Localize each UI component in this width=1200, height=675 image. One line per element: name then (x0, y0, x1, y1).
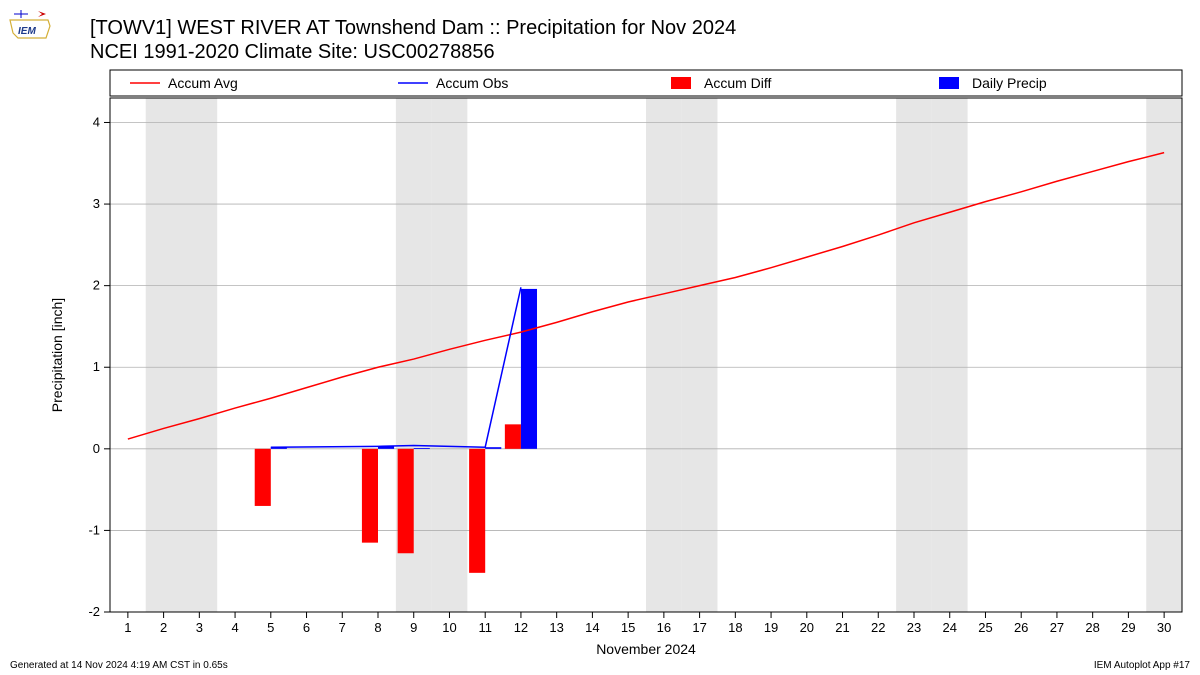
svg-text:3: 3 (196, 620, 203, 635)
svg-text:14: 14 (585, 620, 599, 635)
svg-text:30: 30 (1157, 620, 1171, 635)
svg-text:28: 28 (1085, 620, 1099, 635)
svg-text:Accum Diff: Accum Diff (704, 75, 772, 91)
svg-text:6: 6 (303, 620, 310, 635)
svg-text:4: 4 (231, 620, 238, 635)
svg-text:29: 29 (1121, 620, 1135, 635)
svg-text:10: 10 (442, 620, 456, 635)
svg-text:25: 25 (978, 620, 992, 635)
svg-text:21: 21 (835, 620, 849, 635)
svg-text:8: 8 (374, 620, 381, 635)
svg-text:November 2024: November 2024 (596, 641, 696, 657)
footer-app: IEM Autoplot App #17 (1094, 660, 1190, 671)
svg-text:13: 13 (549, 620, 563, 635)
svg-text:15: 15 (621, 620, 635, 635)
svg-text:Accum Obs: Accum Obs (436, 75, 508, 91)
svg-text:7: 7 (339, 620, 346, 635)
svg-text:-1: -1 (88, 522, 100, 537)
svg-text:1: 1 (124, 620, 131, 635)
svg-text:-2: -2 (88, 604, 100, 619)
svg-text:26: 26 (1014, 620, 1028, 635)
svg-text:12: 12 (514, 620, 528, 635)
svg-text:17: 17 (692, 620, 706, 635)
svg-text:Precipitation [inch]: Precipitation [inch] (49, 298, 65, 412)
precip-chart: -2-1012341234567891011121314151617181920… (0, 0, 1200, 675)
svg-text:1: 1 (93, 359, 100, 374)
svg-text:4: 4 (93, 114, 100, 129)
svg-text:2: 2 (93, 278, 100, 293)
svg-text:27: 27 (1050, 620, 1064, 635)
svg-text:19: 19 (764, 620, 778, 635)
svg-text:24: 24 (942, 620, 956, 635)
svg-text:22: 22 (871, 620, 885, 635)
footer-generated: Generated at 14 Nov 2024 4:19 AM CST in … (10, 660, 228, 671)
svg-text:3: 3 (93, 196, 100, 211)
svg-text:2: 2 (160, 620, 167, 635)
svg-text:16: 16 (657, 620, 671, 635)
svg-text:11: 11 (478, 620, 492, 635)
svg-text:5: 5 (267, 620, 274, 635)
svg-text:Daily Precip: Daily Precip (972, 75, 1047, 91)
svg-text:9: 9 (410, 620, 417, 635)
svg-text:20: 20 (800, 620, 814, 635)
svg-text:18: 18 (728, 620, 742, 635)
svg-text:Accum Avg: Accum Avg (168, 75, 238, 91)
svg-text:0: 0 (93, 441, 100, 456)
svg-text:23: 23 (907, 620, 921, 635)
